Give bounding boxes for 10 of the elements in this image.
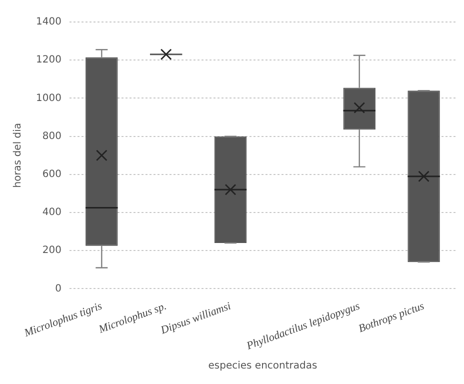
y-tick-label: 0 [55, 283, 62, 294]
y-tick-label: 400 [42, 207, 62, 218]
y-tick-label: 200 [42, 245, 62, 256]
y-tick-label: 1400 [36, 16, 62, 28]
y-tick-label: 800 [42, 130, 62, 142]
y-tick-label: 1000 [36, 92, 62, 104]
x-axis-title: especies encontradas [208, 360, 318, 372]
y-tick-label: 1200 [36, 54, 62, 66]
y-tick-label: 600 [42, 169, 62, 180]
y-axis-title: horas del dia [12, 122, 24, 188]
